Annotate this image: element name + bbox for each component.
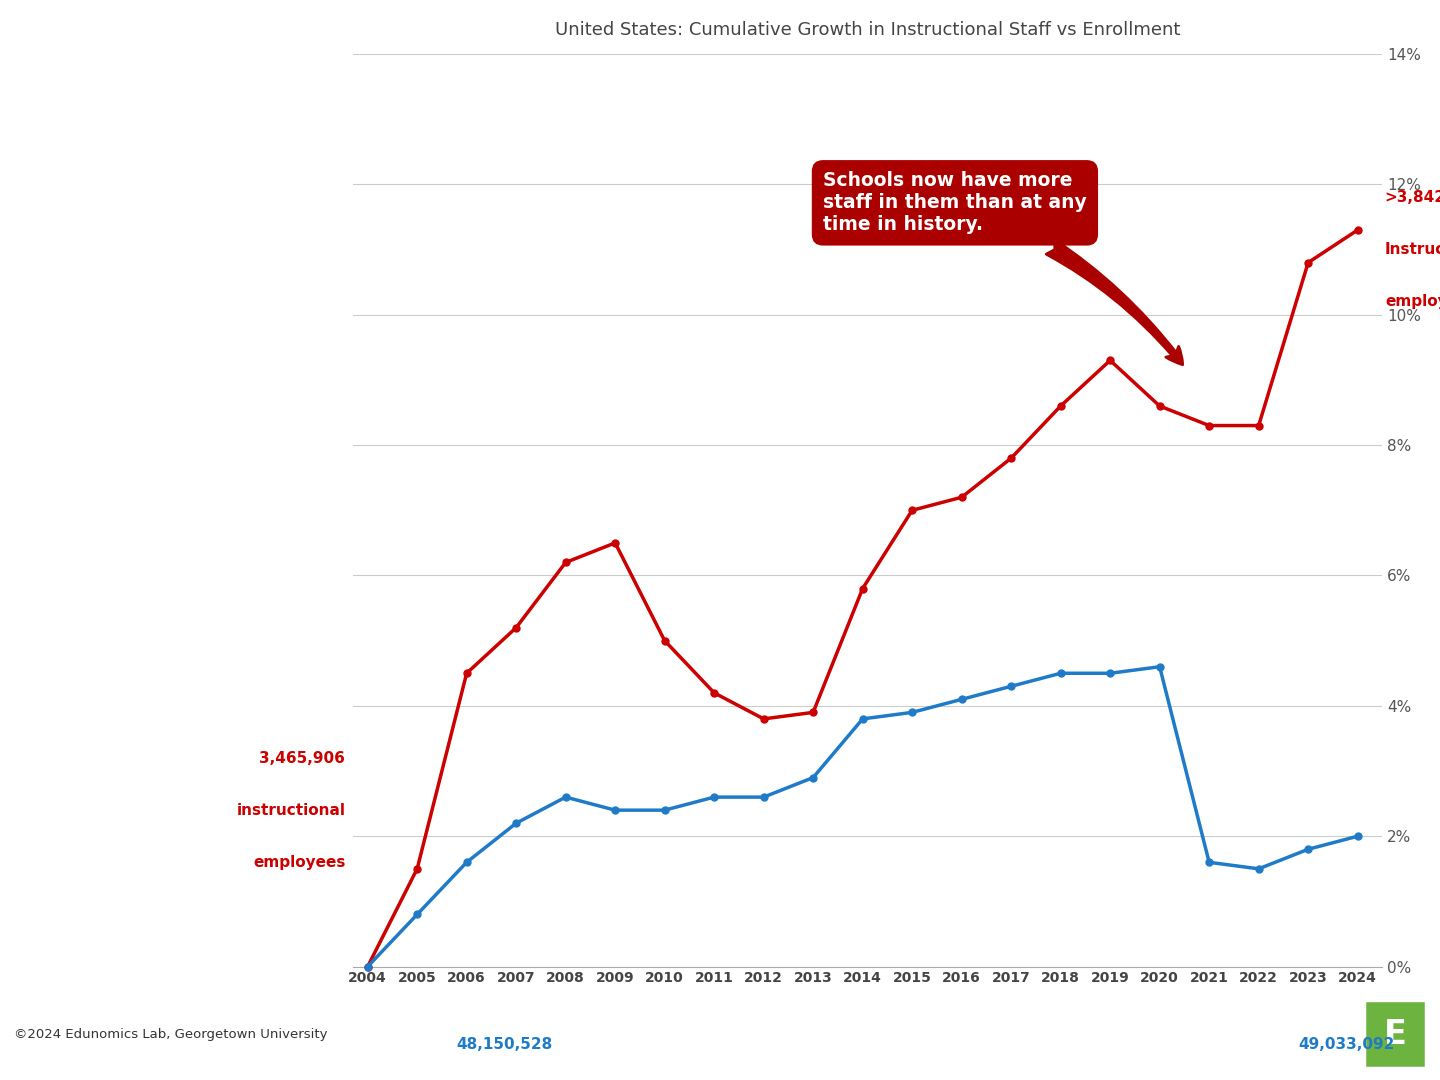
Title: United States: Cumulative Growth in Instructional Staff vs Enrollment: United States: Cumulative Growth in Inst… (554, 21, 1181, 39)
Text: Schools now have more
staff in them than at any
time in history.: Schools now have more staff in them than… (824, 172, 1182, 365)
Text: What has driven
spending increases
is the growing
number of staff: What has driven spending increases is th… (27, 79, 422, 240)
Text: E: E (1384, 1017, 1407, 1051)
Text: >3,842,000: >3,842,000 (1385, 190, 1440, 205)
Text: ©2024 Edunomics Lab, Georgetown University: ©2024 Edunomics Lab, Georgetown Universi… (14, 1028, 328, 1041)
Text: instructional: instructional (236, 802, 346, 818)
Text: employees: employees (253, 854, 346, 869)
Text: 3,465,906: 3,465,906 (259, 751, 346, 766)
Text: employees: employees (1385, 294, 1440, 309)
FancyBboxPatch shape (1364, 1000, 1427, 1068)
Text: Instructional: Instructional (1385, 242, 1440, 257)
Text: 49,033,092: 49,033,092 (1299, 1037, 1394, 1052)
Text: 48,150,528: 48,150,528 (456, 1037, 553, 1052)
